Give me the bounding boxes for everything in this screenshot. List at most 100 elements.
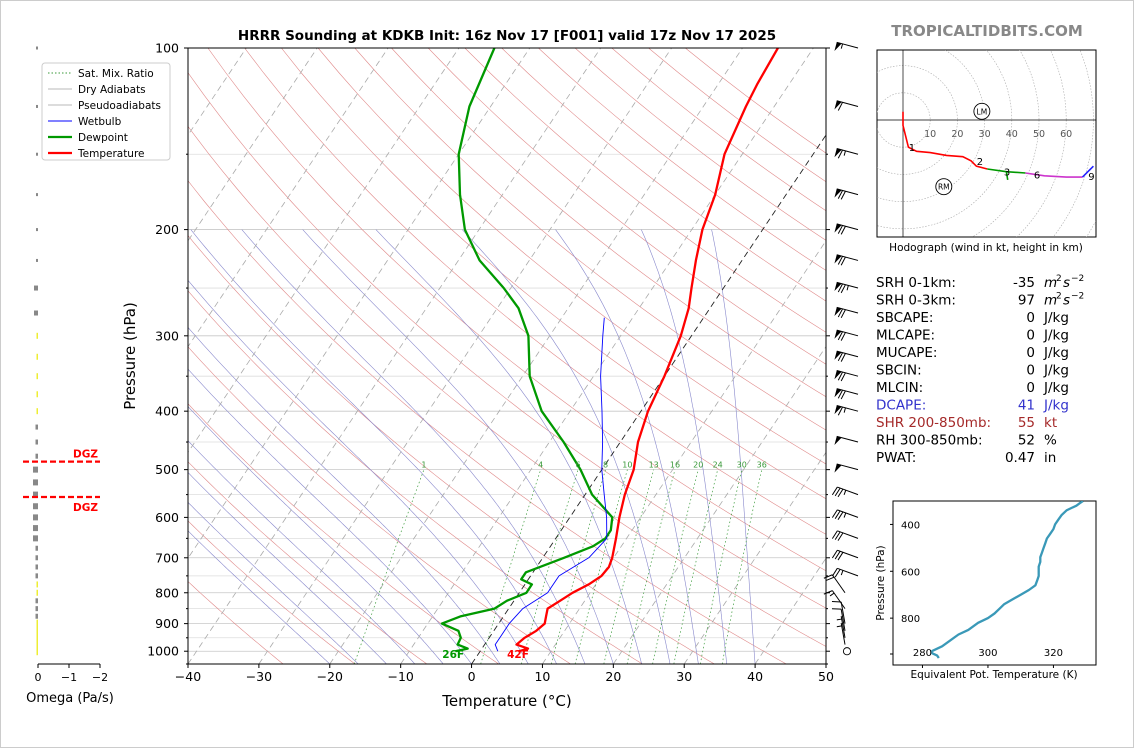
pseudoadiabat--16	[188, 501, 359, 664]
barb-staff	[836, 435, 859, 443]
barb-full-feather	[831, 486, 838, 496]
hodo-ring-label-20: 20	[951, 129, 963, 140]
barb-full-feather	[831, 549, 838, 559]
mixing-ratio-line-6	[521, 469, 579, 664]
dry-adiabat-10	[188, 346, 571, 664]
stat-label: PWAT:	[876, 450, 916, 466]
dry-adiabat-40	[188, 180, 787, 664]
barb-flag	[834, 307, 842, 317]
y-tick-label: 1000	[147, 644, 179, 659]
barb-flag	[834, 254, 842, 264]
wind-barb-450	[834, 435, 859, 446]
dry-adiabat-30	[188, 235, 715, 664]
omega-bar-450	[35, 439, 38, 445]
barb-staff	[840, 609, 846, 631]
barb-staff	[836, 188, 859, 196]
theta-e-x-label: Equivalent Pot. Temperature (K)	[910, 669, 1077, 681]
barb-half-feather	[840, 43, 844, 49]
surface-dewpoint-label: 26F	[442, 649, 464, 661]
barb-full-feather	[825, 576, 835, 582]
stat-value: 97	[1018, 293, 1035, 309]
wind-barb-600	[831, 509, 859, 520]
isotherm--120	[0, 48, 34, 664]
hodo-trace-0-3km	[902, 111, 988, 170]
temperature-profile	[515, 48, 779, 653]
isotherm-40	[754, 557, 826, 664]
skew-t-frame	[187, 47, 827, 665]
wind-barb-200	[834, 223, 859, 235]
stat-unit: %	[1044, 433, 1057, 449]
stat-unit: J/kg	[1043, 380, 1069, 396]
omega-bar-625	[33, 525, 38, 532]
hodo-lm-marker	[973, 102, 991, 120]
theta-e-panel: 280 300 320 400 600 800 Equivalent Pot. Tempe…	[875, 500, 1097, 681]
omega-bar-300	[36, 332, 38, 339]
theta-e-y-label: Pressure (hPa)	[875, 545, 887, 620]
stat-unit-mid: s	[1063, 275, 1070, 291]
stat-row: SRH 0-1km: -35 m2 s −2	[876, 274, 1084, 291]
wind-barb-400	[834, 404, 859, 416]
barb-full-feather	[831, 568, 838, 577]
stat-value: -35	[1013, 275, 1035, 291]
barb-flag	[834, 370, 842, 380]
barb-full-feather	[834, 487, 841, 497]
barb-half-feather	[836, 618, 842, 621]
hodo-trace-6-9km	[1025, 172, 1083, 178]
omega-bar-800	[36, 589, 38, 596]
omega-axis-label: Omega (Pa/s)	[26, 691, 114, 706]
mixing-ratio-label-4: 4	[538, 461, 543, 470]
hodo-rm-label: RM	[938, 183, 950, 192]
pseudoadiabat-12	[190, 229, 557, 664]
hodo-ring-label-50: 50	[1033, 129, 1045, 140]
stat-value: 0.47	[1005, 450, 1035, 466]
mixing-ratio-label-30: 30	[737, 461, 747, 470]
legend-entry-2: Pseudoadiabats	[78, 100, 161, 112]
theta-e-frame	[892, 500, 1097, 666]
stat-unit-sup1: 2	[1056, 274, 1062, 284]
barb-half-feather	[843, 150, 846, 156]
barb-staff	[836, 463, 859, 471]
isotherm--30	[258, 48, 672, 664]
brand-watermark: TROPICALTIDBITS.COM	[891, 22, 1083, 40]
stat-value: 52	[1018, 433, 1035, 449]
barb-full-feather	[823, 574, 833, 579]
barb-staff	[836, 388, 859, 395]
wetbulb-profile	[494, 317, 608, 652]
mixing-ratio-label-10: 10	[622, 461, 632, 470]
x-tick-label: −40	[175, 669, 201, 684]
stat-value: 0	[1026, 363, 1035, 379]
omega-bar-200	[36, 228, 38, 232]
barb-full-feather	[834, 531, 841, 540]
barb-full-feather	[837, 406, 843, 416]
omega-tick-label: −2	[92, 671, 108, 684]
omega-bar-1000	[36, 647, 38, 656]
barb-staff	[831, 590, 846, 609]
x-tick-label: 10	[534, 669, 550, 684]
barb-flag	[834, 282, 842, 292]
wind-barbs	[823, 41, 859, 656]
chart-title: HRRR Sounding at KDKB Init: 16z Nov 17 […	[238, 28, 776, 44]
pseudoadiabat--8	[188, 440, 416, 664]
skew-t-background	[188, 48, 826, 664]
barb-staff	[836, 404, 859, 412]
y-tick-label: 200	[155, 222, 179, 237]
dry-adiabat-110	[354, 48, 826, 431]
theta-e-profile	[931, 501, 1084, 659]
barb-staff	[836, 223, 859, 231]
barb-half-feather	[829, 592, 835, 597]
omega-bar-650	[33, 535, 38, 542]
pseudoadiabat-4	[188, 326, 501, 664]
barb-full-feather	[837, 190, 843, 199]
stat-label: DCAPE:	[876, 398, 926, 414]
hodo-ring-label-30: 30	[979, 129, 991, 140]
x-tick-label: −20	[317, 669, 343, 684]
stat-unit: J/kg	[1043, 328, 1069, 344]
mixing-ratio-label-8: 8	[603, 461, 608, 470]
hodo-height-label-2: 2	[977, 157, 983, 168]
stat-value: 0	[1026, 328, 1035, 344]
legend-entry-1: Dry Adiabats	[78, 84, 146, 96]
barb-full-feather	[831, 530, 838, 539]
mixing-ratio-line-24	[673, 469, 719, 664]
dry-adiabat-130	[427, 48, 826, 365]
